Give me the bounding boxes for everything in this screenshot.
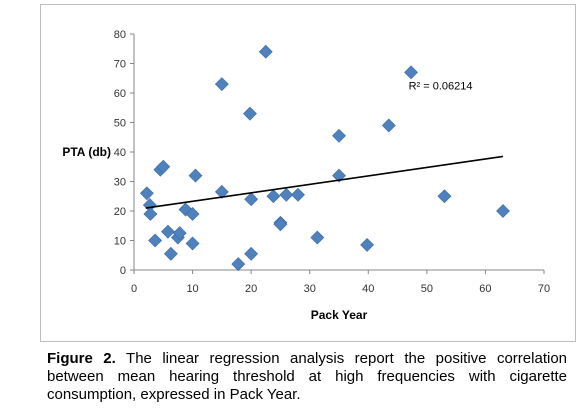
- x-tick-label: 70: [538, 283, 550, 295]
- data-point: [148, 233, 163, 248]
- data-point: [172, 226, 187, 241]
- data-point: [279, 187, 294, 202]
- data-point: [163, 246, 178, 261]
- data-point: [185, 207, 200, 221]
- data-point: [243, 106, 257, 121]
- y-tick-label: 40: [114, 147, 126, 159]
- data-point: [404, 65, 418, 80]
- data-point: [188, 168, 203, 183]
- x-tick-label: 20: [245, 283, 257, 295]
- data-point: [381, 118, 396, 133]
- data-point: [360, 238, 375, 252]
- chart-frame: 0 10 20 30 40 50 60 70 80 0 10 20 30 40 50 60 70 R² = 0…: [40, 4, 576, 342]
- y-tick-label: 30: [114, 177, 126, 189]
- y-tick-label: 10: [114, 236, 126, 248]
- scatter-plot: 0 10 20 30 40 50 60 70 80 0 10 20 30 40 50 60 70 R² = 0…: [62, 29, 550, 322]
- y-tick-label: 50: [114, 118, 126, 130]
- data-point: [244, 246, 259, 261]
- data-point: [273, 217, 288, 232]
- x-axis-title: Pack Year: [311, 308, 368, 322]
- y-tick-label: 0: [120, 265, 126, 277]
- x-tick-label: 40: [362, 283, 374, 295]
- y-tick-label: 60: [114, 88, 126, 100]
- y-tick-label: 20: [114, 206, 126, 218]
- data-point: [139, 186, 154, 201]
- trendline: [145, 155, 504, 209]
- x-tick-label: 10: [186, 283, 198, 295]
- y-axis-ticks: 0 10 20 30 40 50 60 70 80: [114, 29, 134, 277]
- data-point: [258, 44, 273, 59]
- caption-text: The linear regression analysis report th…: [47, 350, 568, 403]
- figure-caption: Figure 2. The linear regression analysis…: [47, 350, 567, 404]
- data-point: [437, 189, 452, 204]
- r-squared-annotation: R² = 0.06214: [409, 81, 473, 93]
- data-point: [266, 189, 281, 204]
- data-point: [161, 224, 175, 239]
- x-tick-label: 30: [304, 283, 316, 295]
- data-point: [214, 184, 229, 199]
- caption-label: Figure 2.: [47, 350, 116, 367]
- y-axis-title: PTA (db): [62, 145, 111, 159]
- x-tick-label: 50: [421, 283, 433, 295]
- data-point: [291, 187, 305, 202]
- data-point: [496, 204, 510, 218]
- data-point: [185, 236, 200, 251]
- data-point: [231, 257, 246, 272]
- data-point: [310, 230, 325, 245]
- data-point: [214, 77, 229, 92]
- data-point: [332, 128, 346, 143]
- x-tick-label: 60: [479, 283, 491, 295]
- x-tick-label: 0: [131, 283, 137, 295]
- data-point: [244, 192, 259, 207]
- data-points: [139, 44, 510, 272]
- y-tick-label: 70: [114, 59, 126, 71]
- y-tick-label: 80: [114, 29, 126, 41]
- x-axis-ticks: 0 10 20 30 40 50 60 70: [131, 270, 550, 295]
- data-point: [143, 207, 158, 221]
- data-point: [156, 159, 171, 174]
